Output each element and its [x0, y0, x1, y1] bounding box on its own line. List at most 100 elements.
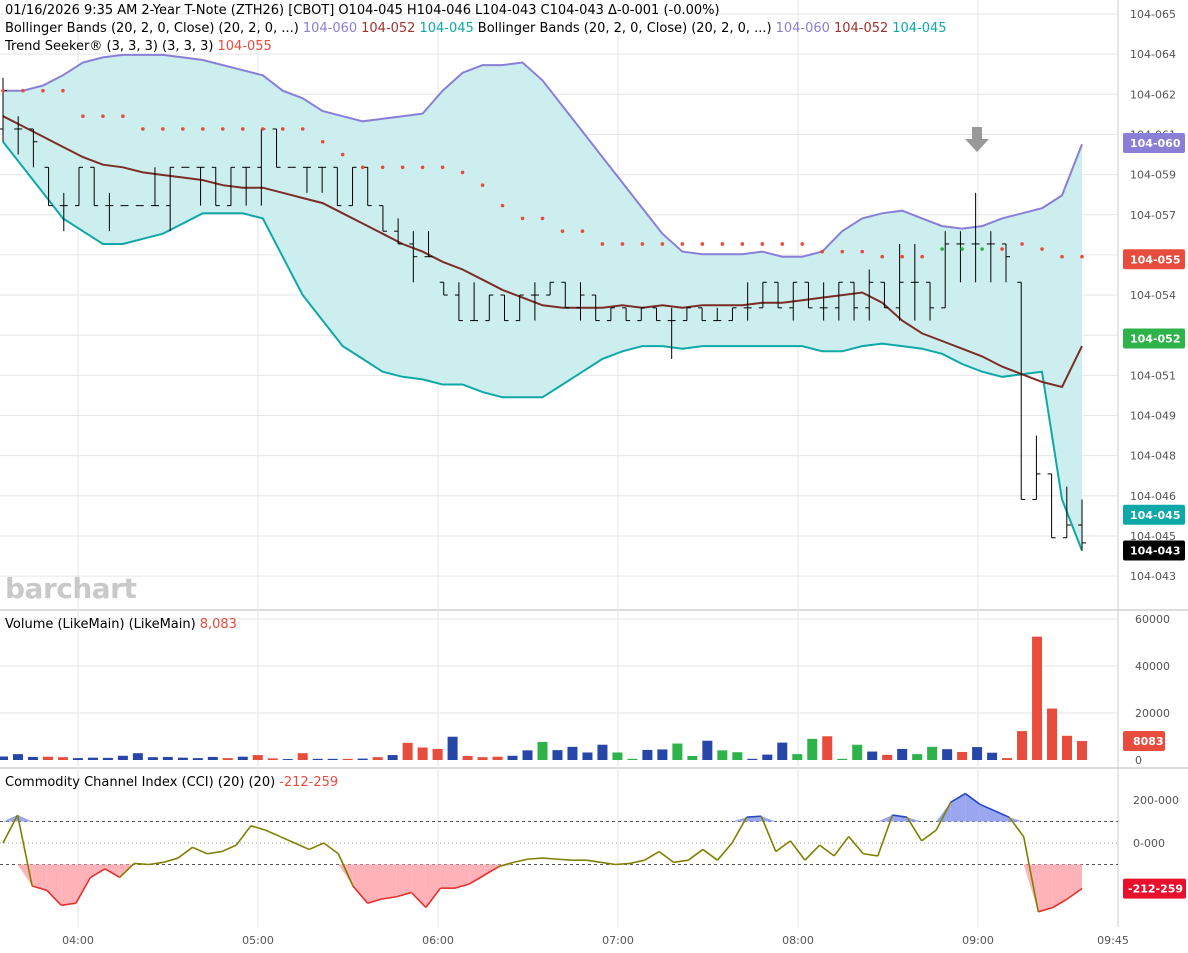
cci-line-segment — [892, 814, 908, 818]
trend-seeker-dot — [41, 88, 45, 93]
cci-oversold-fill — [1023, 864, 1039, 912]
trend-seeker-dot — [21, 88, 25, 93]
tag-last-price: 104-043 — [1123, 540, 1185, 561]
cci-line-segment — [61, 902, 77, 907]
tag-bollinger-mid: 104-052 — [1123, 328, 1185, 349]
ohlc-bar — [530, 282, 539, 321]
cci-line-segment — [134, 862, 149, 866]
trend-seeker-dot — [600, 242, 605, 246]
ohlc-bar — [561, 281, 570, 309]
volume-bar — [117, 755, 128, 760]
ohlc-bar — [211, 166, 220, 207]
volume-bar — [837, 758, 848, 760]
tag-cci-bg — [1123, 878, 1186, 899]
cci-tick-label: 200-000 — [1133, 794, 1179, 807]
cci-line-segment — [207, 850, 222, 855]
cci-label: Commodity Channel Index (CCI) (20) — [5, 775, 245, 790]
volume-bar — [882, 754, 893, 760]
barchart-watermark: barchart — [5, 572, 137, 605]
cci-line-segment — [629, 859, 645, 865]
ohlc-bar — [546, 281, 555, 296]
volume-bar — [612, 752, 623, 760]
ohlc-bar — [454, 282, 463, 322]
volume-value: 8,083 — [199, 617, 237, 632]
tag-trend-seeker: 104-055 — [1123, 249, 1185, 270]
cci-line-segment — [716, 842, 733, 861]
trend-seeker-dot — [161, 127, 165, 131]
header-close: C104-043 — [540, 3, 604, 18]
y-tick-label: 104-051 — [1130, 369, 1176, 382]
trend-seeker-dot — [660, 242, 665, 246]
trend-seeker-dot — [940, 247, 944, 251]
ohlc-bar — [1062, 486, 1071, 539]
volume-bar — [147, 757, 158, 760]
ohlc-bar — [1032, 435, 1041, 500]
trend-seeker-dot — [280, 127, 285, 131]
cci-line-segment — [615, 862, 631, 866]
trend-seeker-dot — [820, 249, 825, 254]
cci-line-segment — [760, 815, 777, 852]
volume-tick-label: 60000 — [1135, 613, 1170, 626]
trend-seeker-dot — [780, 242, 785, 246]
volume-bar — [267, 758, 278, 760]
header-open: O104-045 — [338, 3, 403, 18]
volume-bar — [42, 756, 53, 760]
cci-line-segment — [746, 815, 762, 818]
cci-line-segment — [527, 857, 543, 860]
cci-overbought-fill — [17, 815, 33, 822]
trend-seeker-dot — [1, 88, 5, 93]
trend-seeker-dot — [800, 242, 805, 246]
volume-bar — [1017, 731, 1028, 760]
trend-seeker-dot — [181, 127, 185, 131]
cci-line-segment — [877, 814, 894, 857]
ohlc-bar — [500, 294, 509, 322]
volume-bar — [162, 756, 173, 760]
trend-seeker-dot — [81, 114, 85, 118]
trend-seeker-dot — [540, 216, 545, 221]
cci-line-segment — [381, 895, 397, 900]
cci-line-segment — [979, 803, 995, 812]
volume-label: Volume (LikeMain) — [5, 617, 125, 632]
cci-line-segment — [557, 858, 572, 861]
cci-oversold-fill — [1052, 864, 1068, 908]
bb2-label: Bollinger Bands (20, 2, 0, Close) — [477, 21, 688, 36]
ohlc-bar — [713, 307, 722, 322]
volume-bar — [477, 757, 488, 760]
cci-line-segment — [250, 825, 266, 831]
cci-line-segment — [789, 840, 806, 861]
ohlc-bar — [29, 128, 38, 168]
bollinger-upper-line — [3, 53, 1083, 258]
down-arrow-icon — [965, 127, 989, 152]
ohlc-bar — [652, 307, 661, 322]
price-header-line3: Trend Seeker® (3, 3, 3) (3, 3, 3) 104-055 — [5, 38, 276, 55]
trend-seeker-dot — [840, 249, 845, 254]
tag-trend-seeker-text: 104-055 — [1130, 253, 1181, 266]
y-tick-label: 104-064 — [1130, 48, 1176, 61]
cci-oversold-fill — [455, 864, 470, 889]
cci-oversold-fill — [32, 864, 47, 891]
volume-bar — [372, 757, 383, 760]
tag-volume-bg — [1123, 731, 1165, 752]
cci-line-segment — [513, 858, 529, 864]
cci-overbought-fill — [965, 793, 980, 822]
volume-params: (LikeMain) — [128, 617, 196, 632]
volume-bar — [552, 750, 563, 760]
volume-bar — [777, 742, 788, 760]
trend-seeker-dot — [700, 242, 705, 246]
cci-overbought-fill — [761, 816, 776, 822]
ohlc-bar — [485, 294, 494, 322]
volume-bar — [927, 746, 938, 760]
volume-bar — [582, 752, 593, 760]
y-tick-label: 104-046 — [1130, 490, 1176, 503]
volume-bar — [417, 747, 428, 760]
ohlc-bar — [637, 307, 646, 322]
volume-bar — [492, 756, 503, 760]
ohlc-bar — [409, 231, 418, 283]
price-header-line2: Bollinger Bands (20, 2, 0, Close) (20, 2,… — [5, 20, 951, 37]
volume-bar — [942, 749, 953, 760]
cci-oversold-fill — [61, 864, 76, 906]
volume-bar — [642, 749, 653, 760]
volume-bar — [432, 748, 443, 760]
y-tick-label: 104-043 — [1130, 570, 1176, 583]
